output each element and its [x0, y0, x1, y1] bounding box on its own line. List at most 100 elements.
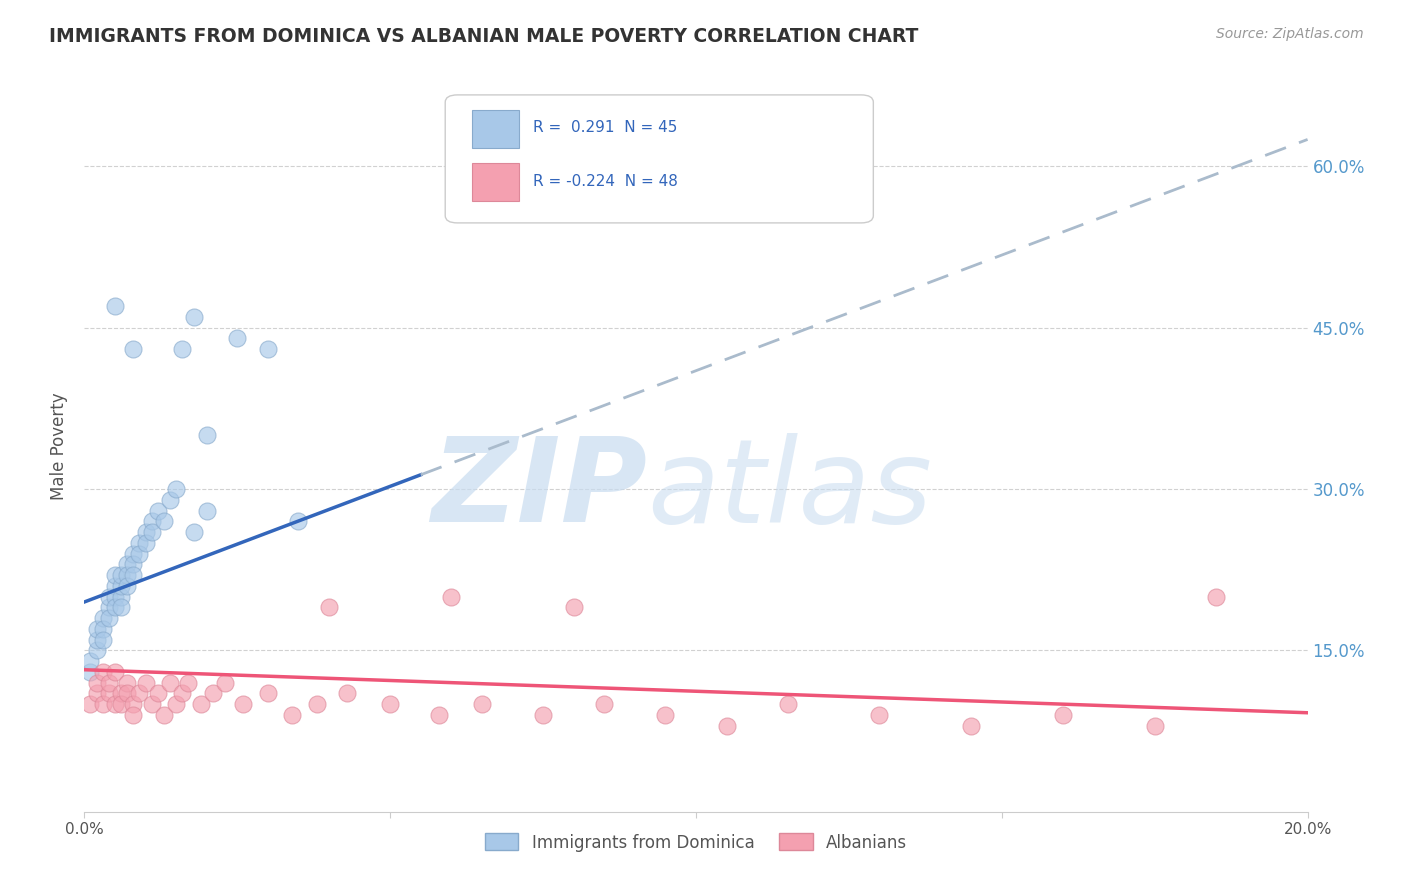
Point — [128, 547, 150, 561]
Point — [226, 331, 249, 345]
Point — [1143, 719, 1166, 733]
Point — [427, 707, 450, 722]
Point — [135, 675, 157, 690]
Point — [104, 697, 127, 711]
Point — [79, 697, 101, 711]
Point — [122, 707, 145, 722]
Point — [232, 697, 254, 711]
Point — [1205, 590, 1227, 604]
Point — [195, 428, 218, 442]
Point — [104, 665, 127, 679]
Point — [91, 622, 114, 636]
Point — [104, 568, 127, 582]
Text: Source: ZipAtlas.com: Source: ZipAtlas.com — [1216, 27, 1364, 41]
Point — [122, 697, 145, 711]
Point — [287, 514, 309, 528]
Point — [146, 686, 169, 700]
Point — [146, 503, 169, 517]
Point — [141, 514, 163, 528]
Point — [960, 719, 983, 733]
Point — [562, 600, 585, 615]
Point — [86, 675, 108, 690]
Point — [79, 654, 101, 668]
Point — [91, 611, 114, 625]
Point — [318, 600, 340, 615]
Point — [122, 558, 145, 572]
Point — [110, 568, 132, 582]
Point — [128, 686, 150, 700]
Text: atlas: atlas — [647, 433, 932, 547]
Point — [97, 600, 120, 615]
Point — [86, 632, 108, 647]
Text: R =  0.291  N = 45: R = 0.291 N = 45 — [533, 120, 678, 136]
Y-axis label: Male Poverty: Male Poverty — [51, 392, 69, 500]
Point — [128, 536, 150, 550]
Point — [79, 665, 101, 679]
Point — [141, 524, 163, 539]
Point — [91, 632, 114, 647]
Point — [776, 697, 799, 711]
Point — [165, 482, 187, 496]
Point — [214, 675, 236, 690]
Point — [165, 697, 187, 711]
Point — [257, 342, 280, 356]
Point — [110, 590, 132, 604]
Point — [153, 514, 176, 528]
Point — [110, 686, 132, 700]
Point — [336, 686, 359, 700]
Point — [654, 707, 676, 722]
Point — [195, 503, 218, 517]
Point — [104, 579, 127, 593]
Point — [201, 686, 224, 700]
Point — [104, 590, 127, 604]
Point — [115, 558, 138, 572]
Point — [97, 686, 120, 700]
Point — [97, 611, 120, 625]
Point — [86, 622, 108, 636]
Point — [110, 600, 132, 615]
Point — [86, 686, 108, 700]
Point — [593, 697, 616, 711]
Point — [257, 686, 280, 700]
Point — [97, 590, 120, 604]
Point — [177, 675, 200, 690]
Point — [110, 697, 132, 711]
Text: IMMIGRANTS FROM DOMINICA VS ALBANIAN MALE POVERTY CORRELATION CHART: IMMIGRANTS FROM DOMINICA VS ALBANIAN MAL… — [49, 27, 918, 45]
Point — [104, 299, 127, 313]
Point — [115, 568, 138, 582]
Point — [122, 547, 145, 561]
Point — [440, 590, 463, 604]
Legend: Immigrants from Dominica, Albanians: Immigrants from Dominica, Albanians — [478, 827, 914, 858]
Text: R = -0.224  N = 48: R = -0.224 N = 48 — [533, 174, 678, 189]
Point — [86, 643, 108, 657]
Point — [172, 342, 194, 356]
Point — [91, 665, 114, 679]
Text: ZIP: ZIP — [432, 433, 647, 548]
Point — [159, 492, 181, 507]
Point — [104, 600, 127, 615]
FancyBboxPatch shape — [472, 110, 519, 147]
Point — [531, 707, 554, 722]
FancyBboxPatch shape — [446, 95, 873, 223]
Point — [869, 707, 891, 722]
Point — [141, 697, 163, 711]
Point — [716, 719, 738, 733]
Point — [183, 524, 205, 539]
Point — [115, 686, 138, 700]
Point — [115, 579, 138, 593]
Point — [305, 697, 328, 711]
Point — [122, 342, 145, 356]
Point — [471, 697, 494, 711]
Point — [172, 686, 194, 700]
Point — [135, 524, 157, 539]
Point — [135, 536, 157, 550]
FancyBboxPatch shape — [472, 163, 519, 201]
Point — [153, 707, 176, 722]
Point — [91, 697, 114, 711]
Point — [190, 697, 212, 711]
Point — [380, 697, 402, 711]
Point — [110, 579, 132, 593]
Point — [97, 675, 120, 690]
Point — [183, 310, 205, 324]
Point — [281, 707, 304, 722]
